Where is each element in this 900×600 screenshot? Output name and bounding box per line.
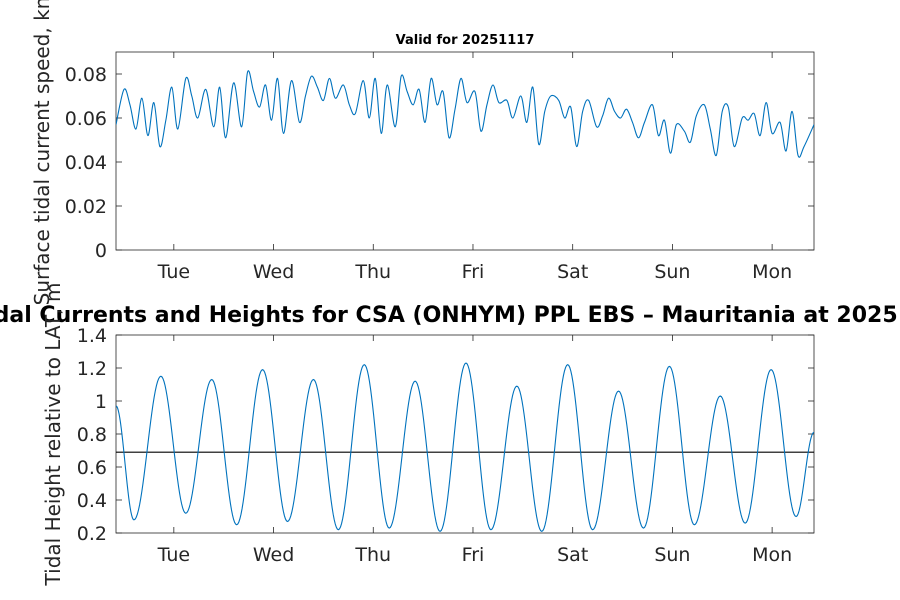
current-speed-x-ticks: Tue Wed Thu Fri Sat Sun Mon <box>157 52 792 283</box>
tidal-height-y-tick-label: 1.2 <box>77 358 107 380</box>
tidal-height-x-tick-label: Tue <box>157 544 190 566</box>
current-speed-y-tick-label: 0.06 <box>65 108 107 130</box>
current-speed-x-tick-label: Thu <box>354 261 391 283</box>
current-speed-series-line <box>116 70 814 158</box>
tidal-height-y-tick-label: 1.4 <box>77 325 107 347</box>
tidal-height-axes-box <box>115 334 815 534</box>
current-speed-y-tick-label: 0 <box>95 240 107 262</box>
tidal-height-x-tick-label: Fri <box>462 544 485 566</box>
tidal-height-panel: 0.2 0.4 0.6 0.8 1 1.2 1.4 Tue Wed Thu Fri Sat Sun Mo… <box>77 325 815 566</box>
current-speed-panel: Valid for 20251117 0 0.02 0.04 0.06 0.08 Tue… <box>65 33 815 283</box>
tidal-height-y-tick-label: 0.2 <box>77 523 107 545</box>
tidal-height-x-tick-label: Wed <box>253 544 294 566</box>
current-speed-x-tick-label: Wed <box>253 261 294 283</box>
current-speed-y-axis-label: Surface tidal current speed, kn <box>30 0 54 305</box>
tidal-height-x-tick-label: Mon <box>752 544 792 566</box>
current-speed-y-tick-label: 0.02 <box>65 196 107 218</box>
tidal-height-y-ticks: 0.2 0.4 0.6 0.8 1 1.2 1.4 <box>77 325 814 545</box>
tidal-height-y-tick-label: 0.8 <box>77 424 107 446</box>
current-speed-axes-box <box>115 51 815 251</box>
current-speed-y-tick-label: 0.08 <box>65 64 107 86</box>
tidal-height-y-tick-label: 0.6 <box>77 457 107 479</box>
tidal-height-series-line <box>116 362 814 533</box>
current-speed-title: Valid for 20251117 <box>396 33 535 48</box>
current-speed-x-tick-label: Sun <box>654 261 690 283</box>
tidal-height-title: Tidal Currents and Heights for CSA (ONHY… <box>0 303 900 328</box>
tidal-height-x-tick-label: Sat <box>557 544 588 566</box>
current-speed-x-tick-label: Fri <box>462 261 485 283</box>
current-speed-x-tick-label: Sat <box>557 261 588 283</box>
tidal-height-y-tick-label: 0.4 <box>77 490 107 512</box>
tidal-height-y-tick-label: 1 <box>95 391 107 413</box>
current-speed-y-tick-label: 0.04 <box>65 152 107 174</box>
tidal-height-y-axis-label: Tidal Height relative to LAT, m <box>41 283 65 587</box>
tidal-height-x-tick-label: Thu <box>354 544 391 566</box>
tidal-height-x-ticks: Tue Wed Thu Fri Sat Sun Mon <box>157 335 792 566</box>
current-speed-x-tick-label: Tue <box>157 261 190 283</box>
tidal-height-x-tick-label: Sun <box>654 544 690 566</box>
current-speed-y-ticks: 0 0.02 0.04 0.06 0.08 <box>65 64 814 262</box>
current-speed-x-tick-label: Mon <box>752 261 792 283</box>
